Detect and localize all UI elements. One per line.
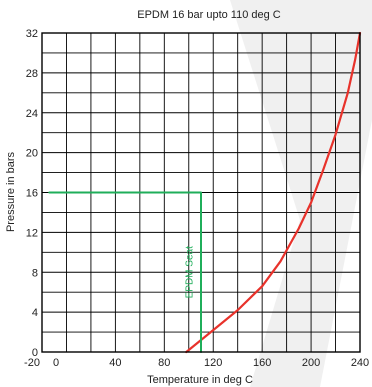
x-tick-label: 240: [351, 357, 369, 369]
x-tick-label: 0: [53, 357, 59, 369]
y-tick-label: 12: [26, 227, 38, 239]
series-layer: [48, 31, 362, 354]
y-tick-label: 32: [26, 28, 38, 40]
pressure-temperature-curve: [185, 31, 362, 354]
epdm-limit-line: [48, 191, 202, 353]
y-tick-label: 24: [26, 108, 38, 120]
watermark-band: [230, 0, 372, 387]
y-tick-label: 28: [26, 68, 38, 80]
x-tick-label: -20: [24, 357, 40, 369]
x-tick-label: 120: [204, 357, 222, 369]
x-axis-label: Temperature in deg C: [147, 374, 253, 386]
y-tick-label: 16: [26, 188, 38, 200]
annotations: EPDM Seat: [184, 246, 195, 298]
x-tick-label: 160: [253, 357, 271, 369]
y-tick-label: 20: [26, 148, 38, 160]
y-tick-label: 4: [32, 307, 38, 319]
y-tick-label: 8: [32, 267, 38, 279]
y-tick-label: 0: [32, 347, 38, 359]
x-tick-label: 80: [158, 357, 170, 369]
x-tick-label: 40: [109, 357, 121, 369]
epdm-seat-label: EPDM Seat: [184, 246, 195, 298]
watermark: [230, 0, 372, 387]
x-tick-label: 200: [302, 357, 320, 369]
chart-title: EPDM 16 bar upto 110 deg C: [137, 9, 281, 21]
plot-frame: [41, 32, 361, 353]
y-axis-label: Pressure in bars: [5, 151, 17, 232]
